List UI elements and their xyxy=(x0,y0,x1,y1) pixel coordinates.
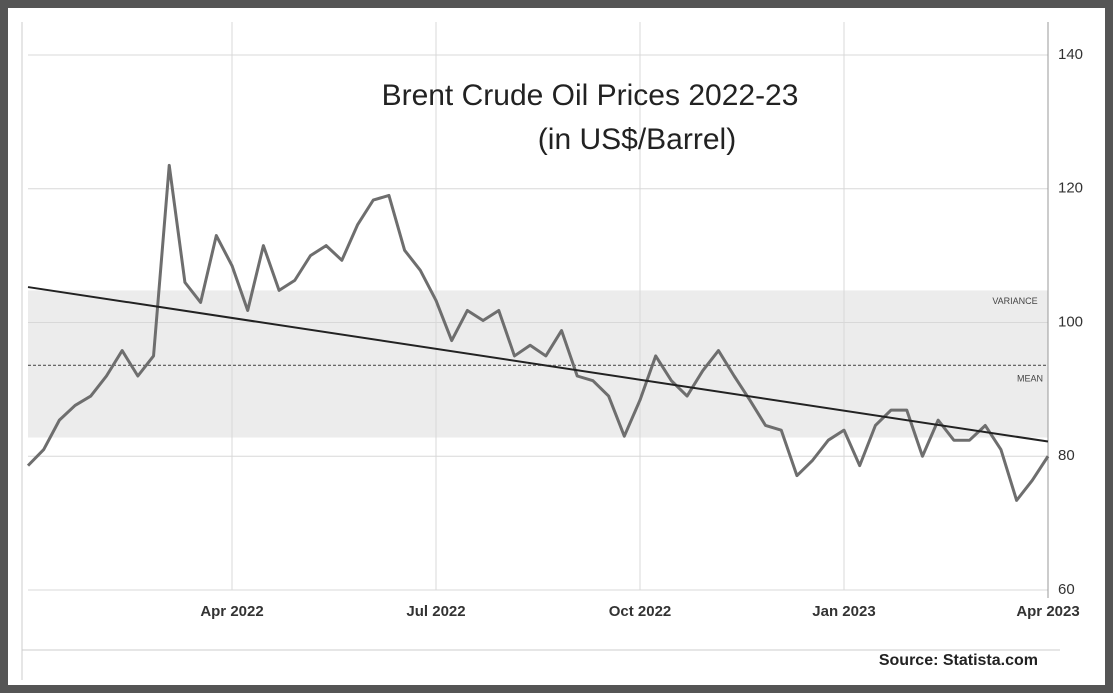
variance-label: VARIANCE xyxy=(992,296,1037,306)
y-tick-label: 100 xyxy=(1058,313,1083,330)
x-tick-label: Apr 2023 xyxy=(1016,603,1079,620)
y-tick-label: 140 xyxy=(1058,46,1083,63)
chart-subtitle: (in US$/Barrel) xyxy=(538,123,736,156)
x-tick-label: Apr 2022 xyxy=(200,603,263,620)
price-line xyxy=(26,163,1050,502)
mean-label: MEAN xyxy=(1017,374,1043,384)
y-tick-label: 120 xyxy=(1058,180,1083,197)
source: Source: Statista.com xyxy=(879,652,1038,669)
x-tick-label: Jul 2022 xyxy=(406,603,465,620)
y-tick-label: 60 xyxy=(1058,581,1075,598)
y-tick-label: 80 xyxy=(1058,447,1075,464)
trend-line xyxy=(27,286,1049,443)
plot: 60 80 100 120 140 Apr 2022 Jul 2022 Oct 2022 Jan… xyxy=(26,22,1083,620)
x-tick-label: Jan 2023 xyxy=(812,603,875,620)
chart-title: Brent Crude Oil Prices 2022-23 xyxy=(382,79,799,112)
x-tick-label: Oct 2022 xyxy=(609,603,672,620)
